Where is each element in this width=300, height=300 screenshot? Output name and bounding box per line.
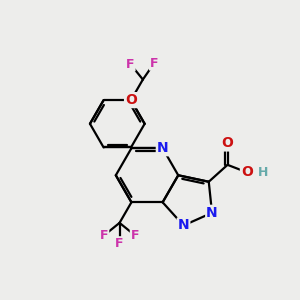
Text: F: F (126, 58, 135, 70)
Text: F: F (100, 229, 108, 242)
Text: H: H (258, 166, 268, 179)
Text: F: F (131, 229, 139, 242)
Text: F: F (115, 237, 124, 250)
Text: N: N (157, 141, 168, 155)
Text: F: F (150, 57, 158, 70)
Text: N: N (206, 206, 218, 220)
Text: O: O (222, 136, 233, 150)
Text: O: O (125, 93, 137, 107)
Text: N: N (178, 218, 189, 233)
Text: O: O (241, 165, 253, 179)
